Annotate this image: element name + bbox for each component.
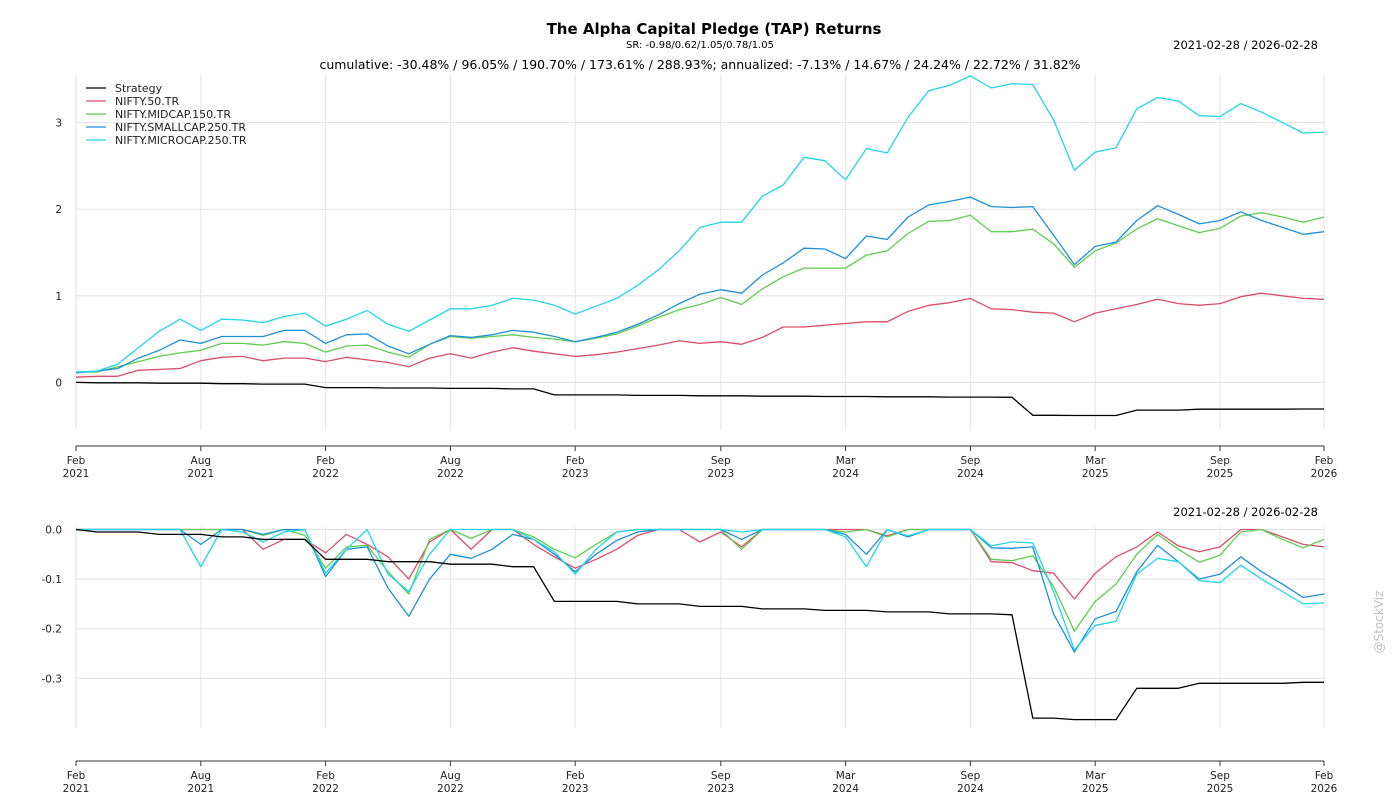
drawdown-x-tick-label: Feb <box>67 770 86 782</box>
drawdown-panel: 0.0-0.1-0.2-0.3Feb2021Aug2021Feb2022Aug2… <box>42 524 1338 795</box>
drawdown-x-tick-year: 2022 <box>312 783 339 795</box>
returns-x-tick-year: 2023 <box>707 468 734 480</box>
returns-x-tick-year: 2023 <box>562 468 589 480</box>
drawdown-y-tick-label: 0.0 <box>45 524 62 536</box>
drawdown-series-nifty-microcap-250-tr <box>76 528 1325 651</box>
drawdown-x-tick-year: 2026 <box>1311 783 1338 795</box>
returns-x-tick-year: 2025 <box>1082 468 1109 480</box>
returns-x-tick-year: 2022 <box>312 468 339 480</box>
returns-x-tick-label: Aug <box>191 455 212 467</box>
returns-x-tick-year: 2021 <box>187 468 214 480</box>
drawdown-series-strategy <box>75 528 1324 721</box>
return-stats-text: cumulative: -30.48% / 96.05% / 190.70% /… <box>319 57 1080 72</box>
returns-x-tick-label: Mar <box>1085 455 1105 467</box>
returns-series-nifty-microcap-250-tr <box>75 75 1325 373</box>
drawdown-x-tick-year: 2024 <box>832 783 859 795</box>
drawdown-x-tick-year: 2021 <box>187 783 214 795</box>
legend: StrategyNIFTY.50.TRNIFTY.MIDCAP.150.TRNI… <box>86 82 247 147</box>
returns-y-tick-label: 1 <box>55 291 62 303</box>
drawdown-series-nifty-midcap-150-tr <box>76 528 1325 632</box>
returns-x-tick-label: Feb <box>1315 455 1334 467</box>
drawdown-x-tick-label: Sep <box>961 770 981 782</box>
returns-y-tick-label: 3 <box>55 118 62 130</box>
drawdown-y-tick-label: -0.2 <box>42 624 63 636</box>
returns-x-tick-label: Feb <box>67 455 86 467</box>
returns-x-tick-year: 2024 <box>957 468 984 480</box>
drawdown-x-tick-year: 2022 <box>437 783 464 795</box>
legend-label: NIFTY.MIDCAP.150.TR <box>115 108 231 121</box>
chart-title: The Alpha Capital Pledge (TAP) Returns <box>547 20 882 38</box>
drawdown-x-tick-label: Mar <box>836 770 856 782</box>
drawdown-x-tick-label: Mar <box>1085 770 1105 782</box>
drawdown-y-tick-label: -0.1 <box>42 574 63 586</box>
returns-x-tick-label: Feb <box>566 455 585 467</box>
returns-x-tick-year: 2025 <box>1207 468 1234 480</box>
returns-y-tick-label: 0 <box>55 377 62 389</box>
legend-label: NIFTY.SMALLCAP.250.TR <box>115 121 246 134</box>
drawdown-x-tick-label: Feb <box>1315 770 1334 782</box>
drawdown-x-tick-year: 2025 <box>1082 783 1109 795</box>
drawdown-x-tick-year: 2023 <box>707 783 734 795</box>
drawdown-y-tick-label: -0.3 <box>42 673 63 685</box>
returns-x-tick-year: 2026 <box>1311 468 1338 480</box>
returns-y-tick-label: 2 <box>55 204 62 216</box>
drawdown-x-tick-label: Aug <box>440 770 461 782</box>
drawdown-x-tick-label: Aug <box>191 770 212 782</box>
returns-x-tick-label: Feb <box>316 455 335 467</box>
legend-label: NIFTY.MICROCAP.250.TR <box>115 134 247 147</box>
returns-series-nifty-smallcap-250-tr <box>75 196 1325 374</box>
watermark: @StockViz <box>1372 591 1386 654</box>
date-range-top: 2021-02-28 / 2026-02-28 <box>1173 38 1318 52</box>
date-range-bottom: 2021-02-28 / 2026-02-28 <box>1173 505 1318 519</box>
returns-x-tick-label: Mar <box>836 455 856 467</box>
drawdown-x-tick-year: 2025 <box>1207 783 1234 795</box>
drawdown-series-nifty-smallcap-250-tr <box>76 528 1325 653</box>
returns-x-tick-label: Aug <box>440 455 461 467</box>
drawdown-x-tick-year: 2024 <box>957 783 984 795</box>
returns-x-tick-year: 2022 <box>437 468 464 480</box>
returns-x-tick-label: Sep <box>961 455 981 467</box>
returns-series-strategy <box>75 381 1324 417</box>
returns-x-tick-label: Sep <box>711 455 731 467</box>
returns-series-nifty-midcap-150-tr <box>76 212 1325 373</box>
returns-x-tick-year: 2024 <box>832 468 859 480</box>
drawdown-x-tick-label: Sep <box>1210 770 1230 782</box>
legend-label: NIFTY.50.TR <box>115 95 180 108</box>
returns-x-tick-label: Sep <box>1210 455 1230 467</box>
cumulative-returns-panel: 0123Feb2021Aug2021Feb2022Aug2022Feb2023S… <box>55 75 1338 480</box>
drawdown-x-tick-label: Sep <box>711 770 731 782</box>
returns-series-nifty-50-tr <box>75 292 1325 378</box>
sharpe-ratio-text: SR: -0.98/0.62/1.05/0.78/1.05 <box>626 40 774 51</box>
returns-x-tick-year: 2021 <box>63 468 90 480</box>
drawdown-x-tick-year: 2023 <box>562 783 589 795</box>
drawdown-x-tick-year: 2021 <box>63 783 90 795</box>
legend-label: Strategy <box>115 82 163 95</box>
drawdown-x-tick-label: Feb <box>316 770 335 782</box>
drawdown-x-tick-label: Feb <box>566 770 585 782</box>
